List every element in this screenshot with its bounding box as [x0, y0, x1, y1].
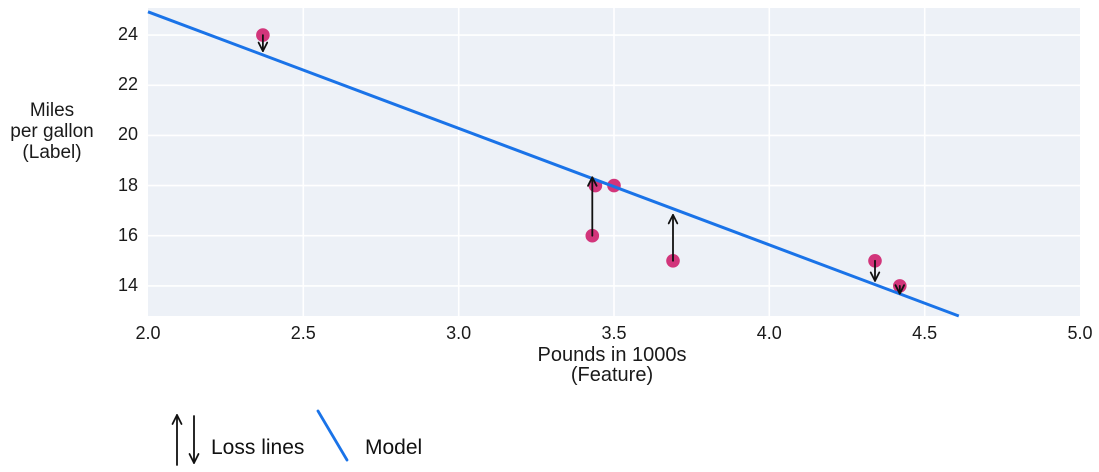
y-tick-label: 14 — [117, 274, 138, 295]
loss-arrow — [869, 259, 881, 282]
x-tick-label: 3.0 — [446, 323, 472, 343]
x-tick-label: 5.0 — [1067, 323, 1093, 343]
y-axis-label-line2: per gallon — [10, 121, 94, 142]
y-tick-label: 16 — [117, 224, 138, 245]
legend-loss-label: Loss lines — [211, 436, 305, 459]
loss-arrow — [587, 176, 598, 237]
x-tick-label: 2.0 — [135, 323, 161, 343]
loss-arrow — [257, 34, 269, 52]
loss-arrow — [894, 284, 905, 295]
y-axis-label-line3: (Label) — [22, 142, 82, 163]
x-axis-label-line1: Pounds in 1000s — [537, 344, 687, 366]
loss-lines-icon — [171, 414, 200, 466]
x-tick-label: 4.5 — [912, 323, 938, 343]
x-axis-label: Pounds in 1000s (Feature) — [537, 345, 686, 385]
model-line-icon — [316, 409, 349, 462]
y-axis-label: Miles per gallon (Label) — [0, 100, 104, 163]
x-tick-label: 3.5 — [601, 323, 627, 343]
legend-model-label: Model — [365, 436, 423, 459]
y-tick-label: 22 — [117, 74, 138, 95]
y-tick-label: 24 — [117, 24, 138, 45]
x-tick-label: 4.0 — [756, 323, 782, 343]
y-axis-label-line1: Miles — [29, 100, 75, 121]
x-tick-label: 2.5 — [290, 323, 316, 343]
loss-arrow — [667, 213, 679, 262]
x-axis-label-line2: (Feature) — [570, 364, 654, 386]
model-line — [147, 10, 960, 318]
y-tick-label: 20 — [117, 124, 138, 145]
y-tick-label: 18 — [117, 174, 138, 195]
